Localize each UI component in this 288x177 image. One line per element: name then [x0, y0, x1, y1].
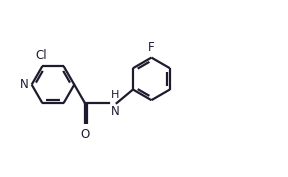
- Text: Cl: Cl: [35, 48, 47, 62]
- Text: H: H: [111, 90, 119, 100]
- Text: N: N: [111, 105, 119, 118]
- Text: F: F: [148, 41, 155, 54]
- Text: O: O: [80, 128, 90, 141]
- Text: N: N: [20, 78, 29, 91]
